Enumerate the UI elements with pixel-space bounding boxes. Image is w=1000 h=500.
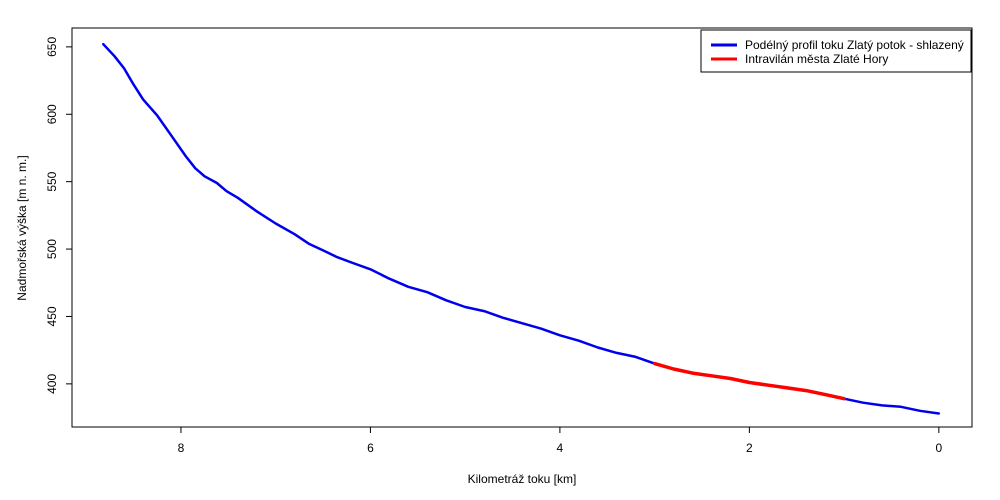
y-tick-label: 550 [45, 171, 59, 191]
x-axis-title: Kilometráž toku [km] [468, 472, 577, 486]
plot-lines [102, 42, 941, 415]
x-tick-label: 4 [557, 441, 564, 455]
legend-label-intravilan: Intravilán města Zlaté Hory [745, 52, 888, 66]
x-tick-label: 6 [367, 441, 374, 455]
y-tick-label: 500 [45, 239, 59, 259]
legend: Podélný profil toku Zlatý potok - shlaze… [700, 29, 972, 73]
y-tick-label: 650 [45, 37, 59, 57]
x-tick-label: 0 [935, 441, 942, 455]
legend-box [700, 29, 972, 73]
series-line-profile [102, 42, 941, 415]
y-tick-label: 600 [45, 104, 59, 124]
x-tick-label: 8 [178, 441, 185, 455]
y-tick-label: 450 [45, 306, 59, 326]
legend-label-profile: Podélný profil toku Zlatý potok - shlaze… [745, 38, 964, 52]
y-axis: 400 450 500 550 600 650 [45, 37, 72, 394]
y-axis-title: Nadmořská výška [m n. m.] [15, 155, 29, 300]
x-tick-label: 2 [746, 441, 753, 455]
x-axis: 8 6 4 2 0 [178, 427, 942, 455]
y-tick-label: 400 [45, 374, 59, 394]
series-line-intravilan [652, 361, 846, 401]
plot-frame [71, 27, 973, 428]
